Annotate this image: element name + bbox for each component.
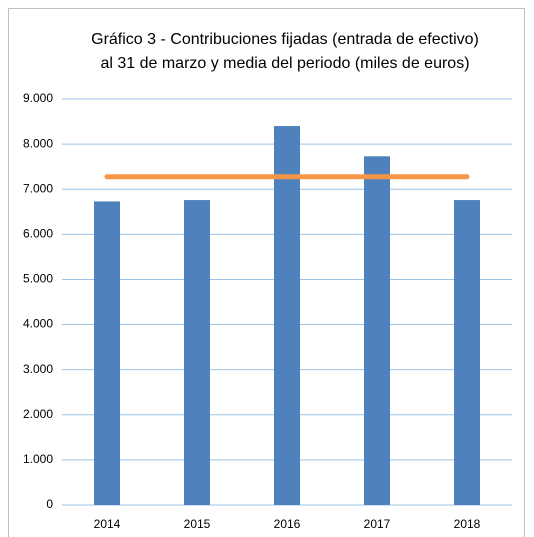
x-tick-label: 2018 — [454, 517, 481, 531]
x-tick-label: 2014 — [94, 517, 121, 531]
bar — [274, 126, 300, 506]
bar — [94, 201, 120, 505]
y-tick-label: 9.000 — [23, 91, 53, 105]
y-tick-label: 4.000 — [23, 317, 53, 331]
y-tick-label: 2.000 — [23, 407, 53, 421]
y-tick-label: 0 — [46, 497, 53, 511]
x-tick-label: 2017 — [364, 517, 391, 531]
chart-title: Gráfico 3 - Contribuciones fijadas (entr… — [91, 31, 479, 72]
x-tick-label: 2016 — [274, 517, 301, 531]
bar — [184, 200, 210, 505]
bar — [364, 156, 390, 505]
y-tick-label: 6.000 — [23, 227, 53, 241]
y-tick-label: 3.000 — [23, 362, 53, 376]
chart-border — [8, 8, 525, 537]
x-tick-label: 2015 — [184, 517, 211, 531]
y-tick-label: 8.000 — [23, 136, 53, 150]
y-tick-label: 5.000 — [23, 272, 53, 286]
bar — [454, 200, 480, 505]
y-tick-label: 7.000 — [23, 181, 53, 195]
y-tick-label: 1.000 — [23, 452, 53, 466]
